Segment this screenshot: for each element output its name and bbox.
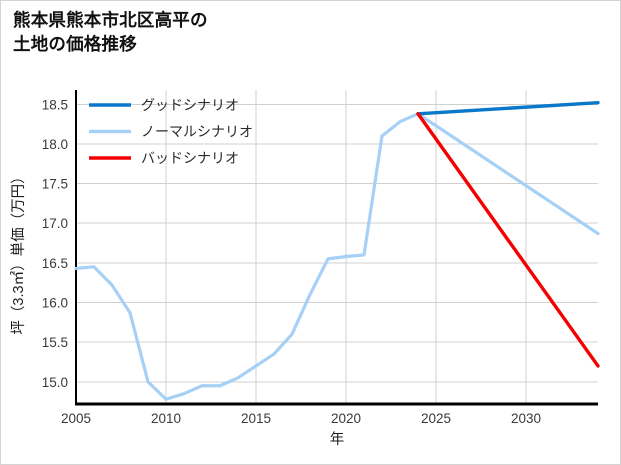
x-tick-label: 2020 <box>331 411 361 426</box>
y-tick-label: 17.5 <box>42 177 68 192</box>
legend-label-good: グッドシナリオ <box>141 97 239 113</box>
axis-spines-group <box>74 90 598 406</box>
y-tick-labels-group: 15.0 15.5 16.0 16.5 17.0 17.5 18.0 18.5 <box>42 97 68 390</box>
x-tick-label: 2015 <box>241 411 271 426</box>
y-tick-label: 18.0 <box>42 137 68 152</box>
y-axis-title: 坪（3.3㎡）単価（万円） <box>10 169 27 334</box>
x-tick-labels-group: 2005 2010 2015 2020 2025 2030 <box>61 411 541 426</box>
y-tick-label: 16.5 <box>42 256 68 271</box>
y-tick-label: 15.5 <box>42 335 68 350</box>
series-line-bad <box>416 112 600 368</box>
y-tick-label: 18.5 <box>42 97 68 112</box>
series-line-good <box>416 100 600 116</box>
gridlines-group <box>76 103 598 383</box>
y-tick-label: 17.0 <box>42 216 68 231</box>
legend-label-normal: ノーマルシナリオ <box>141 124 253 140</box>
x-tick-label: 2025 <box>421 411 451 426</box>
y-tick-label: 16.0 <box>42 296 68 311</box>
x-gridlines-group <box>165 90 527 404</box>
chart-title: 熊本県熊本市北区高平の 土地の価格推移 <box>13 10 208 54</box>
legend-label-bad: バッドシナリオ <box>141 150 239 166</box>
x-tick-label: 2005 <box>61 411 91 426</box>
x-axis-title: 年 <box>330 431 345 448</box>
data-series-group <box>74 100 600 401</box>
series-line-normal <box>74 112 600 401</box>
x-tick-label: 2010 <box>151 411 181 426</box>
y-tick-label: 15.0 <box>42 375 68 390</box>
x-tick-label: 2030 <box>511 411 541 426</box>
